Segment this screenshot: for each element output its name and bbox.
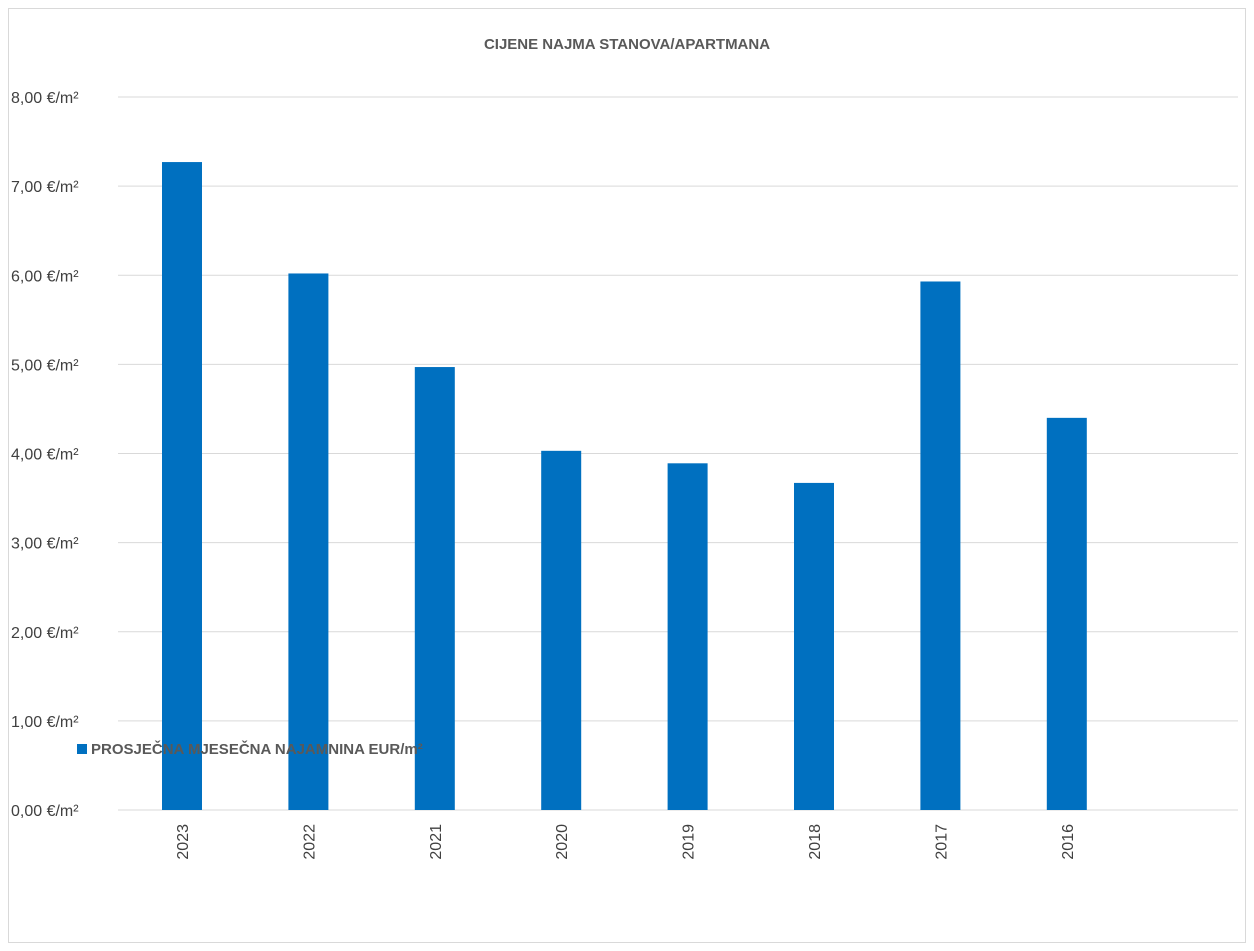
y-tick-label: 7,00 €/m² bbox=[11, 179, 79, 196]
legend-swatch bbox=[77, 744, 87, 754]
y-tick-label: 4,00 €/m² bbox=[11, 447, 79, 464]
x-tick-label: 2018 bbox=[807, 824, 824, 860]
bar-2019 bbox=[667, 463, 708, 810]
bar-2016 bbox=[1046, 417, 1087, 810]
bar-2022 bbox=[288, 273, 329, 810]
bar-2023 bbox=[162, 162, 202, 810]
x-tick-label: 2017 bbox=[933, 824, 950, 860]
chart-title: CIJENE NAJMA STANOVA/APARTMANA bbox=[484, 36, 770, 53]
x-tick-label: 2023 bbox=[175, 824, 192, 860]
bars bbox=[162, 162, 1087, 810]
y-tick-label: 1,00 €/m² bbox=[11, 714, 79, 731]
y-tick-label: 0,00 €/m² bbox=[11, 803, 79, 820]
y-axis-ticks: 0,00 €/m² 1,00 €/m² 2,00 €/m² 3,00 €/m² 4,00… bbox=[11, 90, 79, 820]
bar-2020 bbox=[541, 450, 582, 810]
y-tick-label: 2,00 €/m² bbox=[11, 625, 79, 642]
x-tick-label: 2019 bbox=[681, 824, 698, 860]
bar-2021 bbox=[414, 367, 455, 810]
bar-2018 bbox=[794, 482, 834, 810]
bar-2017 bbox=[920, 281, 961, 810]
chart-frame bbox=[8, 8, 1246, 943]
y-tick-label: 6,00 €/m² bbox=[11, 268, 79, 285]
x-tick-label: 2022 bbox=[301, 824, 318, 860]
x-tick-label: 2021 bbox=[428, 824, 445, 860]
x-axis-ticks: 2023 2022 2021 2020 2019 2018 2017 2016 bbox=[175, 824, 1077, 860]
x-tick-label: 2016 bbox=[1060, 824, 1077, 860]
y-tick-label: 5,00 €/m² bbox=[11, 357, 79, 374]
y-tick-label: 3,00 €/m² bbox=[11, 536, 79, 553]
y-tick-label: 8,00 €/m² bbox=[11, 90, 79, 107]
legend-label: PROSJEČNA MJESEČNA NAJAMNINA EUR/m² bbox=[91, 740, 423, 758]
x-tick-label: 2020 bbox=[554, 824, 571, 860]
legend: PROSJEČNA MJESEČNA NAJAMNINA EUR/m² bbox=[77, 740, 423, 758]
